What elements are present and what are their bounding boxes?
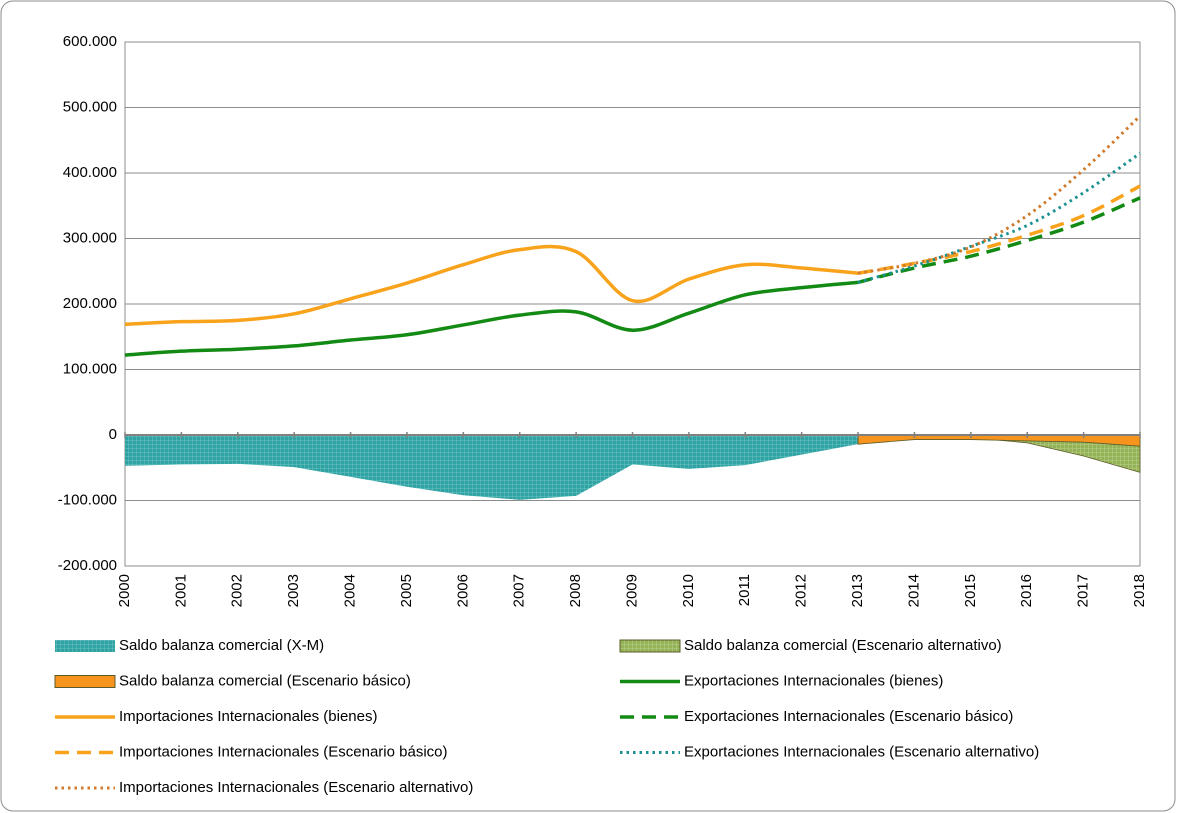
y-tick-label: 500.000 (63, 98, 117, 115)
x-tick-label: 2005 (398, 574, 415, 607)
x-tick-label: 2003 (285, 574, 302, 607)
x-tick-label: 2000 (116, 574, 133, 607)
x-tick-label: 2017 (1075, 574, 1092, 607)
legend-swatch (55, 640, 115, 652)
plot-border (124, 41, 1141, 567)
legend-label: Saldo balanza comercial (Escenario alter… (684, 637, 1002, 654)
x-tick-label: 2004 (342, 574, 359, 607)
legend-label: Importaciones Internacionales (Escenario… (119, 743, 448, 760)
line (857, 152, 1141, 284)
x-tick-label: 2006 (454, 574, 471, 607)
line (124, 244, 859, 327)
y-tick-label: -200.000 (58, 557, 117, 574)
x-tick-label: 2007 (511, 574, 528, 607)
line (857, 196, 1141, 285)
legend-label: Exportaciones Internacionales (Escenario… (684, 708, 1013, 725)
legend-label: Saldo balanza comercial (Escenario básic… (119, 672, 411, 689)
x-tick-label: 2015 (962, 574, 979, 607)
legend-label: Exportaciones Internacionales (Escenario… (684, 743, 1039, 760)
x-tick-label: 2011 (736, 574, 753, 606)
y-tick-label: 0 (109, 426, 117, 443)
legend-label: Importaciones Internacionales (bienes) (119, 708, 377, 725)
x-tick-label: 2002 (229, 574, 246, 607)
x-tick-label: 2018 (1131, 574, 1148, 607)
legend-label: Saldo balanza comercial (X-M) (119, 637, 324, 654)
y-tick-label: 600.000 (63, 33, 117, 50)
y-tick-label: 300.000 (63, 229, 117, 246)
line (857, 184, 1141, 275)
legend-swatch (619, 639, 681, 653)
x-tick-label: 2010 (680, 574, 697, 607)
legend-swatch (54, 675, 116, 688)
y-tick-label: 400.000 (63, 164, 117, 181)
x-tick-label: 2016 (1018, 574, 1035, 607)
x-tick-label: 2013 (849, 574, 866, 607)
area (125, 435, 859, 500)
x-tick-label: 2012 (793, 574, 810, 607)
x-tick-label: 2014 (905, 574, 922, 607)
y-tick-label: 200.000 (63, 295, 117, 312)
x-tick-label: 2009 (623, 574, 640, 607)
area (857, 434, 1141, 447)
line (124, 280, 859, 357)
y-tick-label: 100.000 (63, 360, 117, 377)
legend-label: Importaciones Internacionales (Escenario… (119, 779, 473, 796)
y-tick-label: -100.000 (58, 491, 117, 508)
legend-label: Exportaciones Internacionales (bienes) (684, 672, 943, 689)
x-tick-label: 2001 (172, 574, 189, 607)
x-tick-label: 2008 (567, 574, 584, 607)
